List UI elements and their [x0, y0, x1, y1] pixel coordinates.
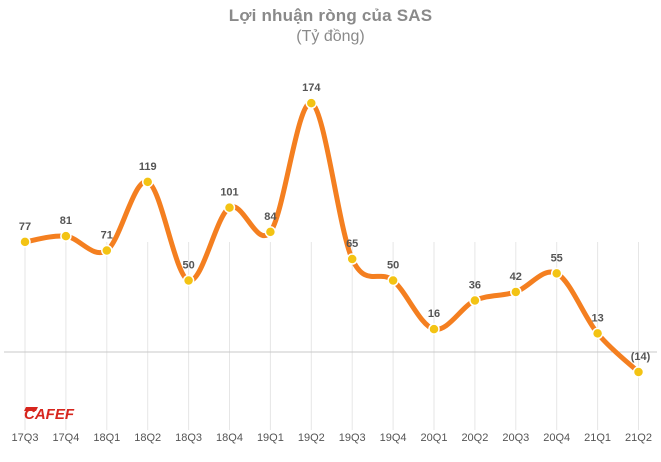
x-tick-label: 19Q3 — [339, 432, 366, 444]
x-tick-label: 18Q1 — [93, 432, 120, 444]
x-tick-label: 18Q3 — [175, 432, 202, 444]
series-line — [22, 100, 641, 375]
x-tick-label: 21Q2 — [625, 432, 652, 444]
data-point-marker — [632, 366, 645, 378]
chart-title: Lợi nhuận ròng của SAS — [228, 6, 433, 25]
data-point-marker — [182, 274, 195, 287]
x-tick-label: 20Q2 — [461, 432, 488, 444]
data-label: (14) — [631, 351, 651, 363]
data-label: 13 — [591, 312, 603, 324]
x-tick-label: 20Q3 — [502, 432, 529, 444]
x-tick-label: 20Q1 — [421, 432, 448, 444]
data-label: 119 — [139, 161, 157, 173]
cafef-logo: CAFEF — [24, 406, 75, 421]
data-point-marker — [101, 244, 113, 257]
data-label: 16 — [428, 308, 440, 320]
data-point-marker — [550, 267, 563, 280]
chart-subtitle: (Tỷ đồng) — [296, 28, 365, 45]
data-point-marker — [141, 176, 154, 188]
x-tick-label: 20Q4 — [543, 432, 570, 444]
data-label: 36 — [469, 280, 481, 292]
x-tick-label: 21Q1 — [584, 432, 611, 444]
data-label: 42 — [510, 271, 522, 283]
data-label: 77 — [19, 221, 31, 233]
x-tick-label: 17Q4 — [52, 432, 79, 444]
data-point-marker — [223, 201, 236, 214]
x-tick-label: 18Q2 — [134, 432, 161, 444]
data-markers — [19, 97, 645, 378]
data-label: 55 — [551, 252, 563, 264]
x-tick-label: 19Q4 — [380, 432, 407, 444]
data-label: 71 — [101, 229, 113, 241]
data-point-marker — [60, 230, 72, 242]
data-point-marker — [305, 97, 318, 109]
data-point-marker — [510, 286, 522, 298]
data-label: 174 — [302, 82, 321, 94]
series-line-path — [22, 100, 641, 375]
x-axis-tick-labels: 17Q3 17Q4 18Q1 18Q2 18Q3 18Q4 19Q1 19Q2 19Q3 19Q4… — [12, 432, 652, 444]
data-label: 101 — [220, 187, 238, 199]
data-label: 50 — [387, 260, 399, 272]
data-point-marker — [428, 323, 440, 335]
data-point-marker — [19, 236, 31, 248]
x-tick-label: 19Q2 — [298, 432, 325, 444]
x-tick-label: 18Q4 — [216, 432, 243, 444]
x-tick-label: 19Q1 — [257, 432, 284, 444]
data-point-marker — [387, 274, 399, 287]
data-labels: 77 81 71 119 50 101 84 174 65 50 16 36 42 55 13 (14) — [19, 82, 651, 363]
data-point-marker — [264, 226, 277, 238]
data-label: 84 — [264, 211, 277, 223]
data-label: 65 — [346, 238, 358, 250]
logo-text: CAFEF — [24, 406, 75, 421]
data-point-marker — [469, 294, 481, 307]
data-point-marker — [346, 253, 358, 265]
x-tick-label: 17Q3 — [12, 432, 39, 444]
data-label: 81 — [60, 215, 72, 227]
data-point-marker — [591, 327, 604, 340]
data-label: 50 — [182, 260, 194, 272]
